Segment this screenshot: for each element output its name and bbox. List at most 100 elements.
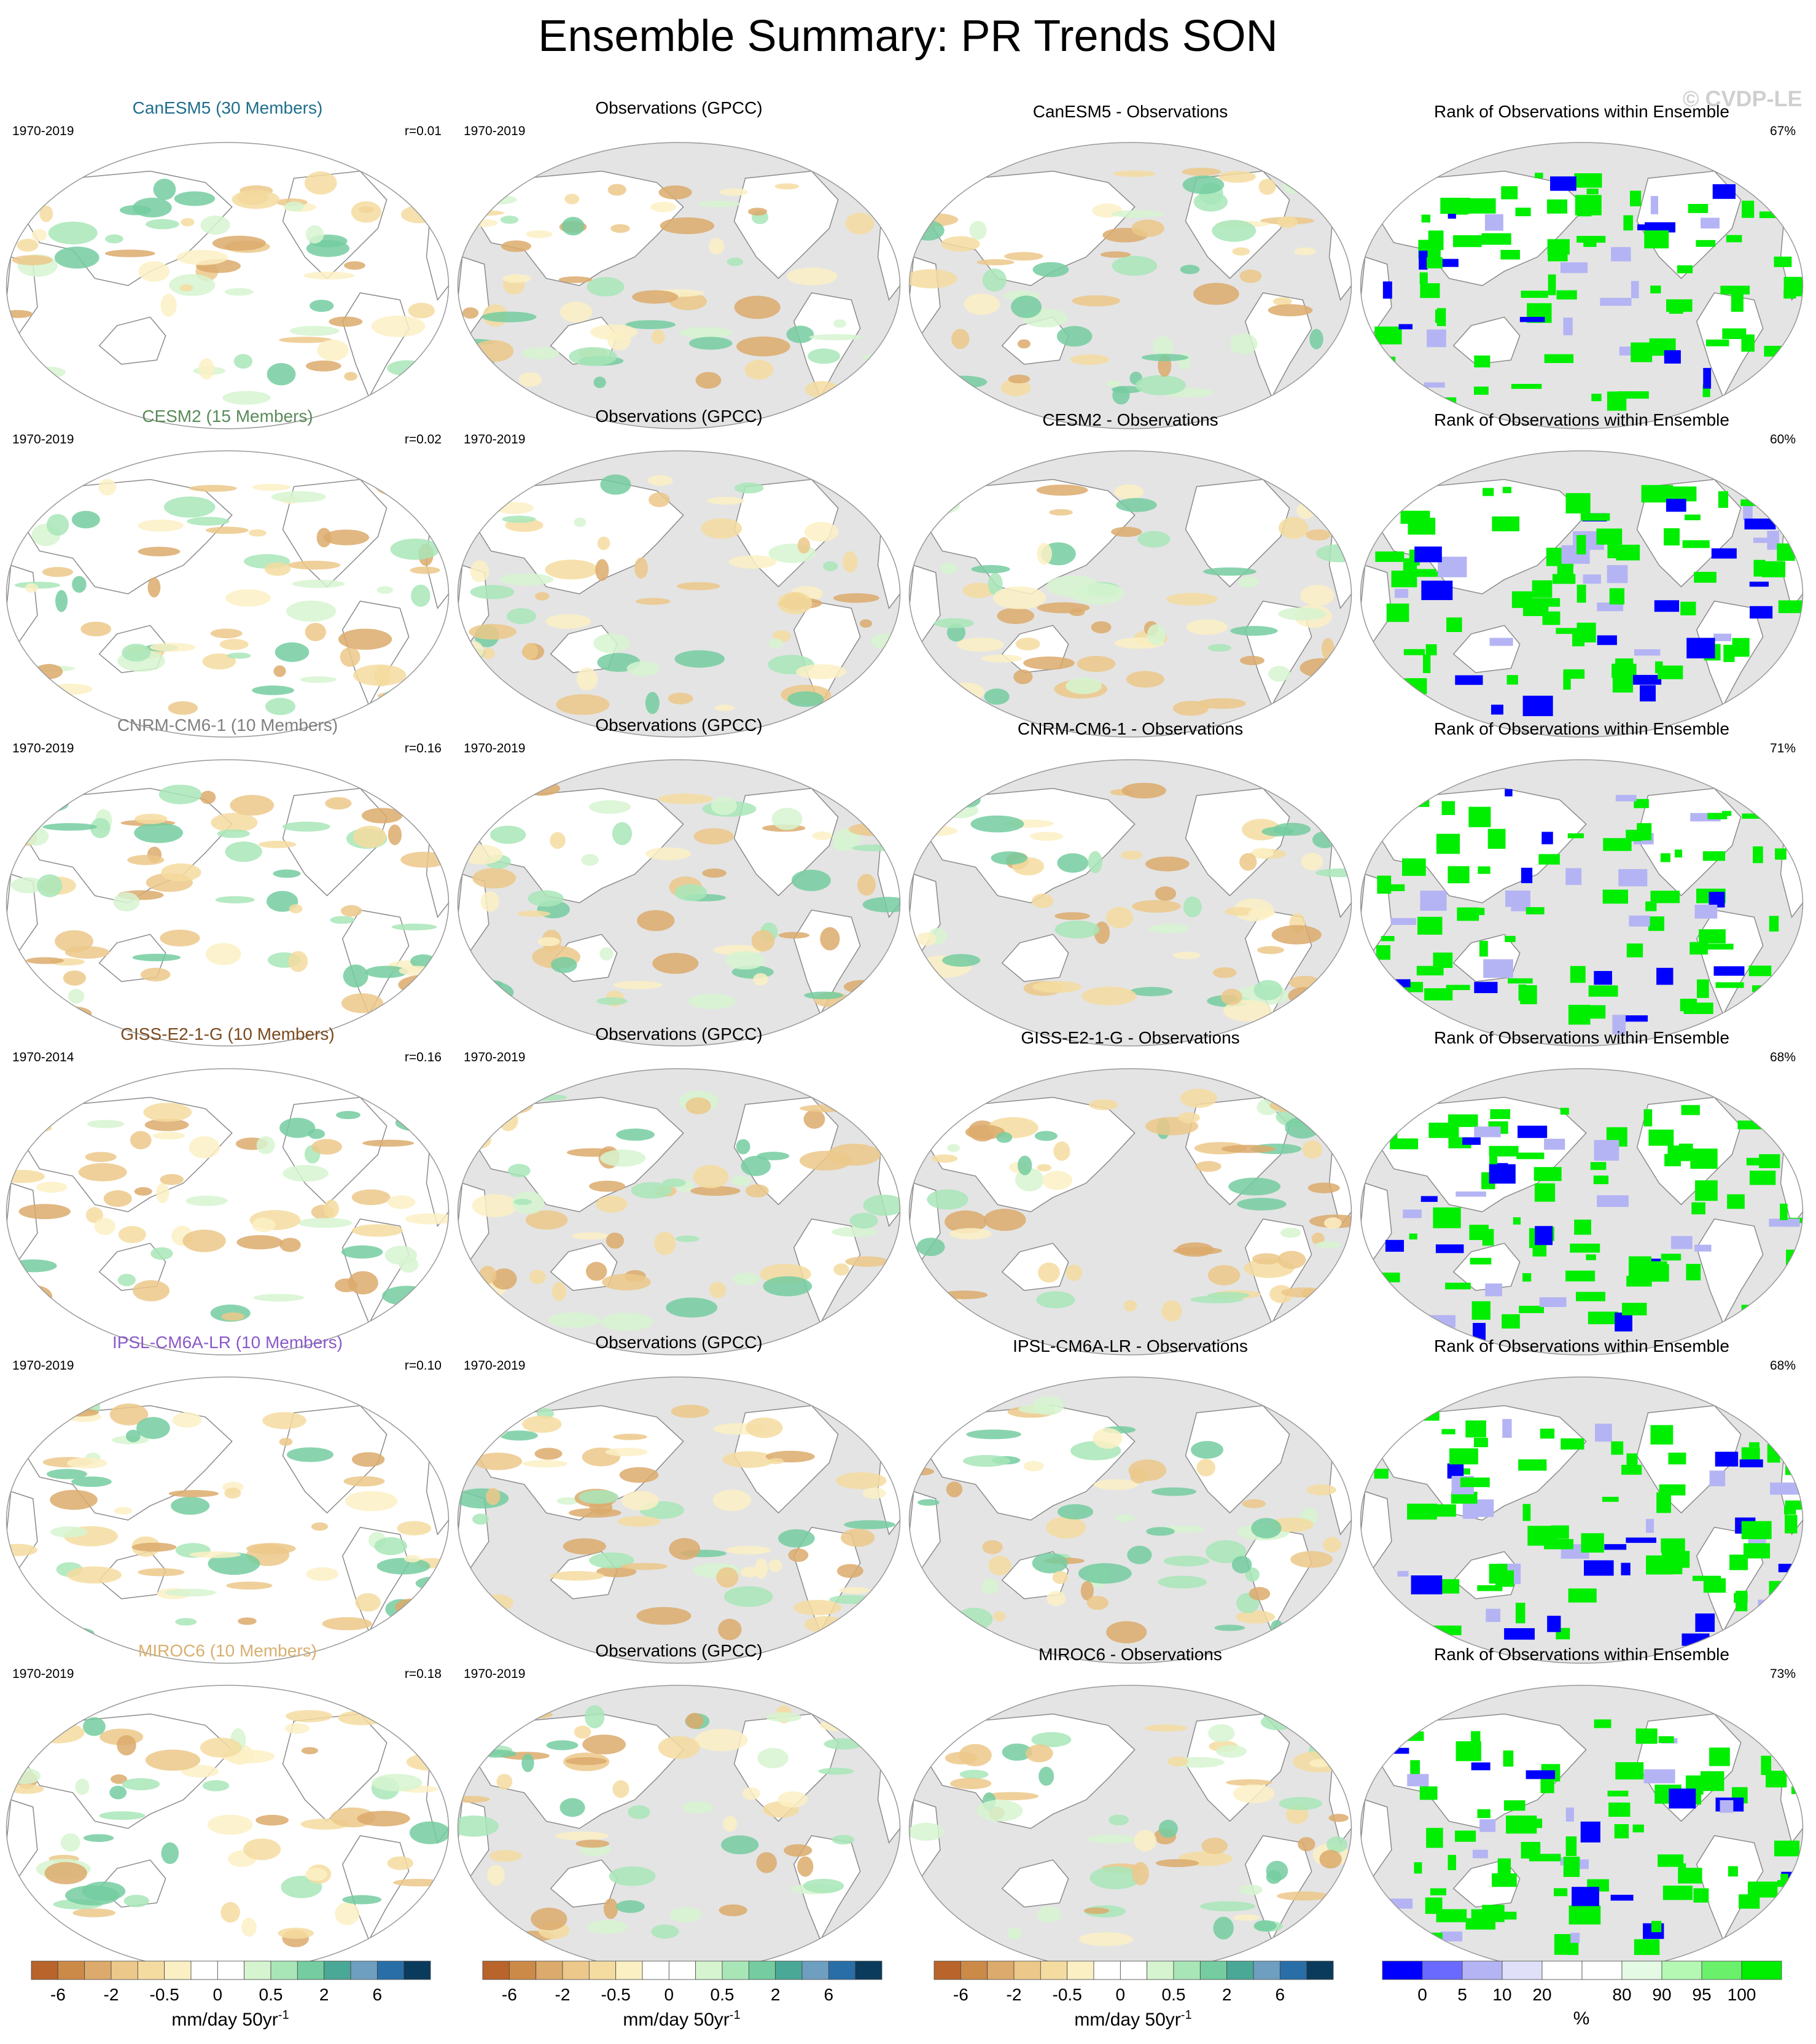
trend-patch	[660, 217, 715, 235]
rank-cell	[1389, 1110, 1406, 1118]
trend-patch	[1278, 607, 1327, 621]
trend-patch	[103, 1190, 132, 1207]
rank-cell	[1769, 916, 1779, 932]
rank-cell	[1462, 1502, 1479, 1519]
rank-cell	[1535, 1226, 1553, 1246]
trend-patch	[1252, 1253, 1282, 1265]
trend-patch	[210, 628, 243, 639]
rank-cell	[1409, 1233, 1417, 1240]
rank-cell	[1433, 1207, 1461, 1228]
trend-patch	[1127, 1545, 1152, 1564]
trend-patch	[1306, 1410, 1352, 1428]
rank-cell	[1527, 1526, 1558, 1546]
trend-patch	[467, 1313, 502, 1335]
rank-cell	[1595, 1423, 1612, 1442]
trend-patch	[1232, 247, 1250, 256]
rank-cell	[1462, 1137, 1481, 1145]
rank-cell	[1713, 633, 1732, 642]
trend-patch	[220, 1902, 240, 1923]
trend-patch	[809, 334, 863, 341]
trend-patch	[1037, 542, 1052, 565]
rank-cell	[1502, 486, 1511, 493]
rank-cell	[1604, 1544, 1627, 1550]
rank-cell	[1403, 1209, 1422, 1219]
rank-cell	[1445, 1282, 1471, 1290]
trend-patch	[736, 1139, 750, 1155]
trend-patch	[991, 851, 1027, 865]
trend-patch	[1230, 626, 1278, 636]
trend-patch	[344, 372, 357, 381]
trend-patch	[305, 623, 326, 641]
trend-patch	[581, 854, 599, 866]
trend-patch	[579, 1490, 619, 1504]
colorbar-swatch	[1661, 1960, 1702, 1980]
trend-patch	[797, 1856, 814, 1877]
trend-patch	[745, 1184, 769, 1198]
trend-patch	[636, 1607, 692, 1625]
trend-patch	[1239, 655, 1265, 666]
trend-patch	[586, 1919, 628, 1934]
rank-cell	[1602, 1497, 1619, 1502]
rank-cell	[1553, 1888, 1568, 1897]
rank-cell	[1661, 1254, 1682, 1261]
rank-cell	[1692, 1575, 1721, 1582]
trend-patch	[605, 1448, 648, 1457]
rank-cell	[1471, 1762, 1491, 1771]
trend-patch	[631, 1182, 672, 1199]
trend-patch	[496, 1774, 513, 1790]
trend-patch	[241, 1917, 257, 1937]
colorbar-units: mm/day 50yr-1	[1074, 2008, 1192, 2030]
rank-cell	[1570, 1932, 1580, 1943]
trend-patch	[714, 704, 735, 711]
rank-cell	[1707, 813, 1728, 819]
trend-patch	[681, 1801, 714, 1814]
rank-cell	[1637, 823, 1652, 841]
rank-cell	[1584, 1560, 1614, 1576]
rank-cell	[1770, 1482, 1801, 1495]
trend-patch	[599, 947, 614, 961]
rank-cell	[1489, 1564, 1508, 1584]
rank-cell	[1674, 849, 1683, 858]
trend-patch	[658, 1736, 700, 1759]
trend-patch	[600, 474, 631, 495]
trend-patch	[411, 584, 431, 607]
trend-patch	[311, 1522, 329, 1531]
difference-panel: MIROC6 - Observations	[908, 1641, 1353, 1973]
rank-cell	[1486, 1609, 1501, 1622]
trend-patch	[1223, 1000, 1272, 1022]
trend-patch	[1173, 1247, 1222, 1255]
trend-patch	[113, 892, 140, 912]
trend-patch	[712, 1489, 752, 1512]
trend-patch	[384, 1246, 417, 1265]
trend-patch	[140, 967, 171, 981]
trend-patch	[271, 491, 326, 503]
rank-cell	[1586, 1005, 1606, 1019]
trend-patch	[55, 590, 68, 612]
rank-cell	[1646, 1264, 1669, 1282]
trend-patch	[9, 1259, 57, 1273]
trend-patch	[838, 1586, 870, 1594]
trend-patch	[225, 841, 262, 862]
rank-cell	[1732, 638, 1750, 657]
trend-patch	[1031, 1732, 1072, 1747]
trend-patch	[85, 1152, 117, 1162]
rank-cell	[1626, 943, 1643, 958]
trend-patch	[721, 1835, 759, 1855]
rank-cell	[1658, 1736, 1674, 1744]
rank-cell	[1483, 488, 1494, 496]
trend-patch	[133, 197, 172, 218]
colorbar-swatch	[1541, 1960, 1583, 1980]
trend-patch	[753, 973, 768, 986]
rank-cell	[1686, 1263, 1701, 1281]
colorbar-swatch	[31, 1960, 58, 1980]
rank-cell	[1539, 1297, 1567, 1308]
trend-patch	[805, 381, 839, 399]
rank-cell	[1380, 1747, 1409, 1754]
map-border	[457, 142, 901, 429]
trend-patch	[343, 964, 368, 988]
rank-cell	[1552, 574, 1576, 584]
colorbar-swatch	[270, 1960, 298, 1980]
colorbar-tick-label: 2	[770, 1985, 781, 2004]
trend-patch	[90, 817, 111, 838]
trend-patch	[473, 1453, 523, 1470]
